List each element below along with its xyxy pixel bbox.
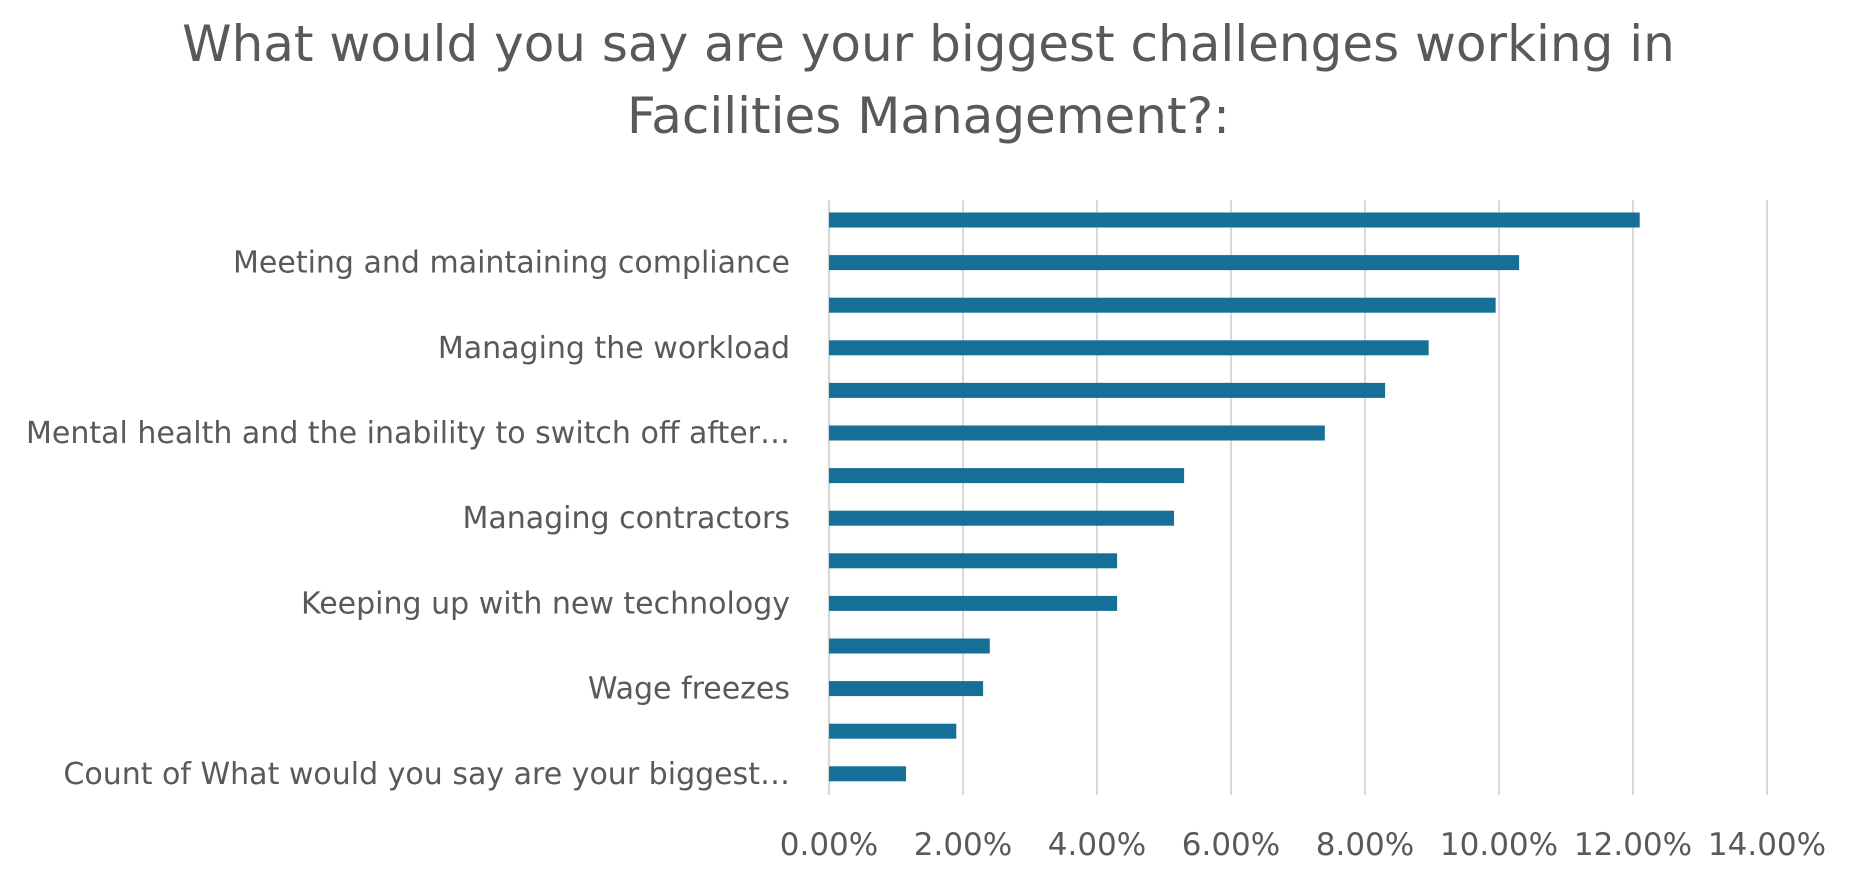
- category-label: Wage freezes: [588, 672, 790, 707]
- category-label: Managing contractors: [462, 501, 790, 536]
- bar: [829, 553, 1118, 569]
- bar: [829, 212, 1640, 228]
- bar: [829, 425, 1325, 441]
- bar: [829, 468, 1185, 484]
- bar: [829, 681, 984, 697]
- gridlines: [827, 200, 1768, 795]
- category-label: Keeping up with new technology: [301, 586, 790, 621]
- bar: [829, 382, 1386, 398]
- category-label: Managing the workload: [438, 331, 790, 366]
- bar: [829, 340, 1429, 356]
- bar: [829, 723, 957, 739]
- x-tick-label: 2.00%: [914, 827, 1012, 863]
- x-axis-tick-labels: 0.00% 2.00% 4.00% 6.00% 8.00% 10.00% 12.00% 14.…: [780, 827, 1826, 863]
- x-tick-label: 12.00%: [1574, 827, 1692, 863]
- bar: [829, 255, 1520, 271]
- category-label: Meeting and maintaining compliance: [233, 246, 790, 281]
- bar: [829, 766, 907, 782]
- bar: [829, 595, 1118, 611]
- x-tick-label: 8.00%: [1316, 827, 1414, 863]
- category-label: Mental health and the inability to switc…: [26, 416, 790, 451]
- chart-title: What would you say are your biggest chal…: [182, 15, 1675, 145]
- bar: [829, 510, 1175, 526]
- bars: [829, 212, 1640, 782]
- x-tick-label: 4.00%: [1048, 827, 1146, 863]
- category-label: Count of What would you say are your big…: [63, 757, 790, 792]
- bar: [829, 297, 1496, 313]
- category-labels: Meeting and maintaining compliance Managi…: [26, 246, 790, 792]
- bar: [829, 638, 990, 654]
- x-tick-label: 10.00%: [1440, 827, 1558, 863]
- x-tick-label: 14.00%: [1708, 827, 1826, 863]
- x-tick-label: 0.00%: [780, 827, 878, 863]
- x-tick-label: 6.00%: [1182, 827, 1280, 863]
